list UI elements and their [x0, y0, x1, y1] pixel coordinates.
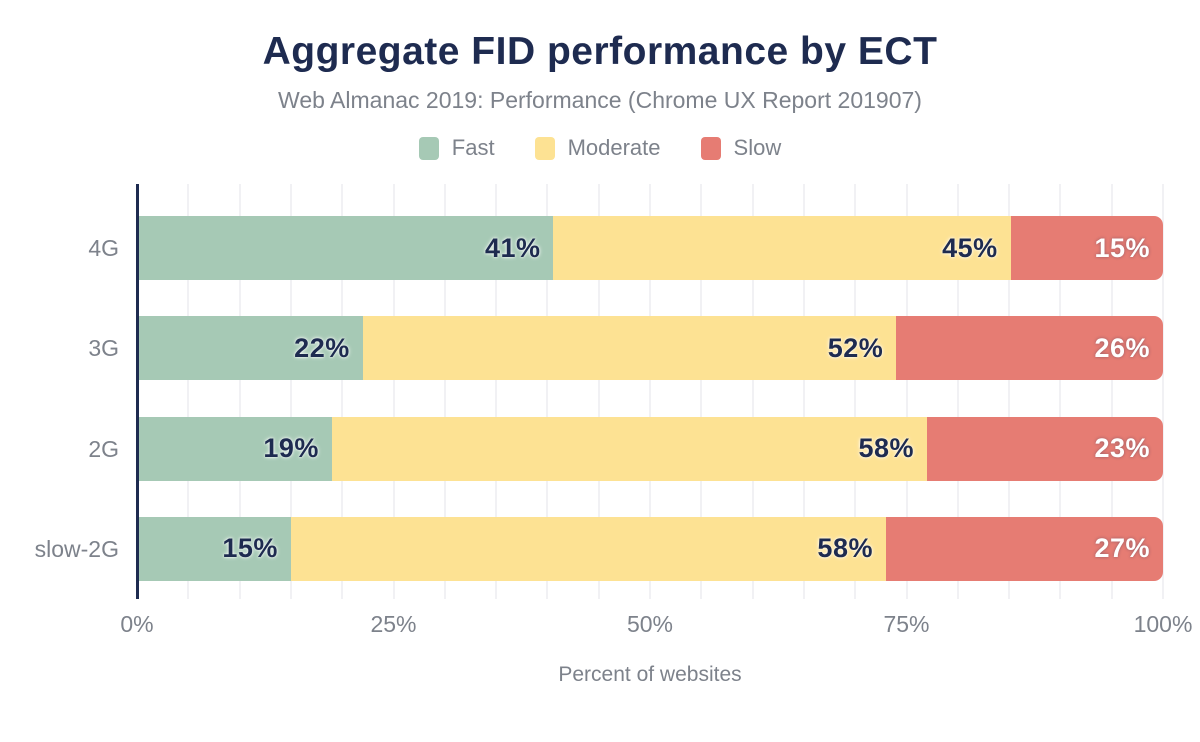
gridline	[341, 184, 344, 599]
bar-value-label: 52%	[827, 332, 884, 363]
legend-item-slow: Slow	[700, 135, 782, 161]
category-label-2g: 2G	[88, 435, 119, 462]
bar-value-label: 26%	[1094, 332, 1150, 363]
bar-segment-slow: 23%	[927, 416, 1163, 481]
legend-swatch-icon	[418, 136, 439, 160]
x-axis: 0% 25% 50% 75% 100%	[0, 599, 1200, 645]
gridline	[956, 184, 959, 599]
gridline	[443, 184, 446, 599]
gridline	[597, 184, 600, 599]
gridline	[546, 184, 549, 599]
bar-value-label: 58%	[858, 433, 915, 464]
x-axis-ticks: 0% 25% 50% 75% 100%	[120, 599, 1192, 645]
x-axis-title: Percent of websites	[558, 663, 742, 686]
gridline	[1008, 184, 1011, 599]
bar-segment-slow: 26%	[896, 316, 1163, 381]
chart-title: Aggregate FID performance by ECT	[262, 30, 938, 73]
bar-value-label: 41%	[484, 232, 541, 263]
bar-segment-slow: 27%	[885, 516, 1163, 581]
gridline	[187, 184, 190, 599]
legend-label: Fast	[451, 135, 495, 160]
bar-value-label: 15%	[222, 533, 278, 564]
bar-segment-moderate: 45%	[553, 216, 1011, 281]
x-tick-label: 75%	[883, 611, 930, 637]
legend-swatch-icon	[700, 136, 721, 160]
gridline	[392, 184, 395, 599]
y-axis-labels: 4G 3G 2G slow-2G	[0, 184, 137, 599]
legend-swatch-icon	[534, 136, 555, 160]
gridline	[1162, 184, 1164, 599]
bar-segment-fast: 19%	[137, 416, 332, 481]
gridline	[238, 184, 241, 599]
bar-4g: 41% 45% 15%	[137, 216, 1163, 281]
gridline	[289, 184, 292, 599]
x-axis-spacer	[0, 599, 137, 645]
chart-body: 4G 3G 2G slow-2G 41% 45% 15% 22% 52% 26% 19% 58% 23…	[0, 184, 1200, 599]
bar-segment-moderate: 58%	[290, 516, 886, 581]
bar-segment-moderate: 58%	[331, 416, 928, 481]
gridline	[1110, 184, 1113, 599]
plot-area: 41% 45% 15% 22% 52% 26% 19% 58% 23% 15% 58% 27%	[136, 184, 1164, 599]
bar-value-label: 22%	[294, 332, 350, 363]
gridline	[751, 184, 754, 599]
legend-item-fast: Fast	[418, 135, 495, 161]
bar-value-label: 27%	[1094, 533, 1150, 564]
bar-3g: 22% 52% 26%	[137, 316, 1163, 381]
bar-value-label: 45%	[942, 232, 998, 263]
bar-value-label: 58%	[817, 533, 873, 564]
x-tick-label: 0%	[120, 611, 154, 637]
gridline	[700, 184, 703, 599]
category-label-slow-2g: slow-2G	[34, 535, 119, 562]
gridline	[495, 184, 498, 599]
bar-slow-2g: 15% 58% 27%	[137, 516, 1163, 581]
bar-value-label: 23%	[1094, 433, 1150, 464]
legend: Fast Moderate Slow	[0, 134, 1200, 162]
bar-2g: 19% 58% 23%	[137, 416, 1163, 481]
bar-segment-fast: 15%	[137, 516, 291, 581]
bar-segment-fast: 22%	[137, 316, 363, 381]
bar-value-label: 15%	[1094, 232, 1150, 263]
y-axis-line	[136, 184, 139, 599]
gridline	[649, 184, 651, 599]
x-title-spacer	[0, 645, 137, 687]
x-tick-label: 25%	[370, 611, 417, 637]
bar-segment-moderate: 52%	[362, 316, 897, 381]
legend-label: Slow	[733, 135, 782, 160]
x-tick-label: 50%	[626, 611, 674, 637]
category-label-4g: 4G	[88, 235, 119, 262]
x-axis-title-row: Percent of websites	[0, 645, 1200, 687]
legend-item-moderate: Moderate	[534, 135, 661, 161]
bar-value-label: 19%	[263, 433, 319, 464]
gridline	[854, 184, 857, 599]
bar-segment-slow: 15%	[1010, 216, 1163, 281]
gridline	[1059, 184, 1062, 599]
gridline	[802, 184, 805, 599]
gridline	[905, 184, 908, 599]
category-label-3g: 3G	[88, 335, 119, 362]
bar-segment-fast: 41%	[137, 216, 554, 281]
bars-container: 41% 45% 15% 22% 52% 26% 19% 58% 23% 15% 58% 27%	[137, 184, 1163, 599]
legend-label: Moderate	[567, 135, 661, 160]
chart-subtitle: Web Almanac 2019: Performance (Chrome UX…	[278, 87, 922, 113]
x-tick-label: 100%	[1133, 611, 1193, 637]
